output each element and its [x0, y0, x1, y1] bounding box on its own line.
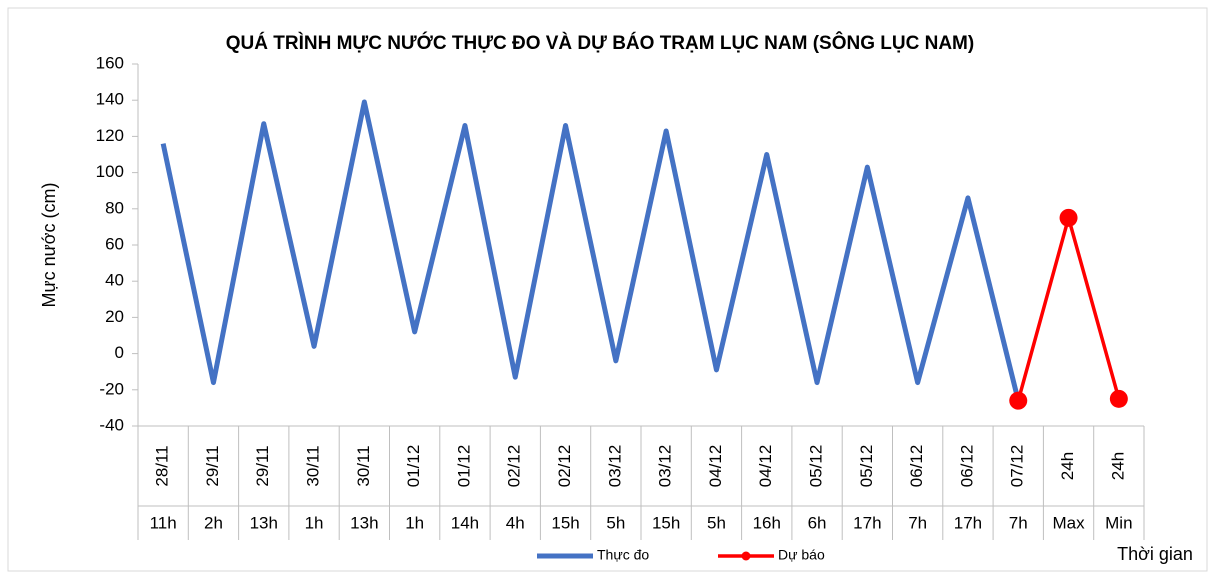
x-tick-label: 11h: [150, 513, 177, 532]
x-date-label: 01/12: [454, 445, 473, 488]
x-tick-label: Max: [1052, 513, 1085, 532]
legend-label: Thực đo: [597, 547, 649, 563]
x-date-label: 07/12: [1008, 445, 1027, 488]
x-tick-label: 2h: [204, 513, 223, 532]
x-tick-label: 6h: [808, 513, 827, 532]
x-date-label: 05/12: [857, 445, 876, 488]
x-tick-label: 7h: [908, 513, 927, 532]
y-tick-label: 20: [105, 307, 124, 326]
y-tick-label: -40: [99, 415, 124, 434]
x-tick-label: 15h: [652, 513, 680, 532]
x-date-label: 30/11: [304, 445, 323, 486]
x-axis-label: Thời gian: [1117, 544, 1193, 564]
x-tick-label: 13h: [350, 513, 378, 532]
legend-marker: [741, 551, 751, 561]
x-date-label: 04/12: [706, 445, 725, 488]
x-date-label: 30/11: [354, 445, 373, 486]
x-date-label: 29/11: [253, 445, 272, 486]
y-tick-label: 120: [96, 126, 124, 145]
x-date-label: 05/12: [807, 445, 826, 488]
x-tick-label: 4h: [506, 513, 525, 532]
chart-border: [7, 7, 1208, 572]
series-line: [160, 99, 1021, 402]
x-date-label: 02/12: [505, 445, 524, 488]
x-date-label: 24h: [1058, 452, 1077, 480]
legend-label: Dự báo: [778, 547, 825, 563]
series-marker: [1009, 391, 1028, 410]
y-tick-label: 80: [105, 198, 124, 217]
x-date-label: 01/12: [404, 445, 423, 488]
x-date-label: 28/11: [153, 445, 172, 486]
x-date-label: 06/12: [957, 445, 976, 488]
y-tick-label: 160: [96, 53, 124, 72]
x-tick-label: 13h: [250, 513, 278, 532]
series-marker: [1109, 389, 1128, 408]
y-axis-label: Mực nước (cm): [39, 183, 59, 308]
x-tick-label: 1h: [305, 513, 324, 532]
x-tick-label: 5h: [606, 513, 625, 532]
y-tick-label: -20: [99, 379, 124, 398]
y-tick-label: 140: [96, 90, 124, 109]
x-date-label: 03/12: [605, 445, 624, 488]
x-tick-label: 7h: [1009, 513, 1028, 532]
series-marker: [1059, 208, 1078, 227]
x-tick-label: 14h: [451, 513, 479, 532]
x-tick-label: 16h: [753, 513, 781, 532]
x-tick-label: Min: [1105, 513, 1132, 532]
x-tick-label: 15h: [551, 513, 579, 532]
y-tick-label: 40: [105, 271, 124, 290]
x-date-label: 02/12: [555, 445, 574, 488]
x-tick-label: 17h: [853, 513, 881, 532]
y-tick-label: 0: [115, 343, 124, 362]
chart-title: QUÁ TRÌNH MỰC NƯỚC THỰC ĐO VÀ DỰ BÁO TRẠ…: [226, 32, 974, 54]
x-date-label: 06/12: [907, 445, 926, 488]
y-tick-label: 100: [96, 162, 124, 181]
x-tick-label: 17h: [954, 513, 982, 532]
x-date-label: 03/12: [656, 445, 675, 488]
y-tick-label: 60: [105, 234, 124, 253]
x-date-label: 24h: [1108, 452, 1127, 480]
x-date-label: 04/12: [756, 445, 775, 488]
x-tick-label: 5h: [707, 513, 726, 532]
x-tick-label: 1h: [405, 513, 424, 532]
x-date-label: 29/11: [203, 445, 222, 486]
